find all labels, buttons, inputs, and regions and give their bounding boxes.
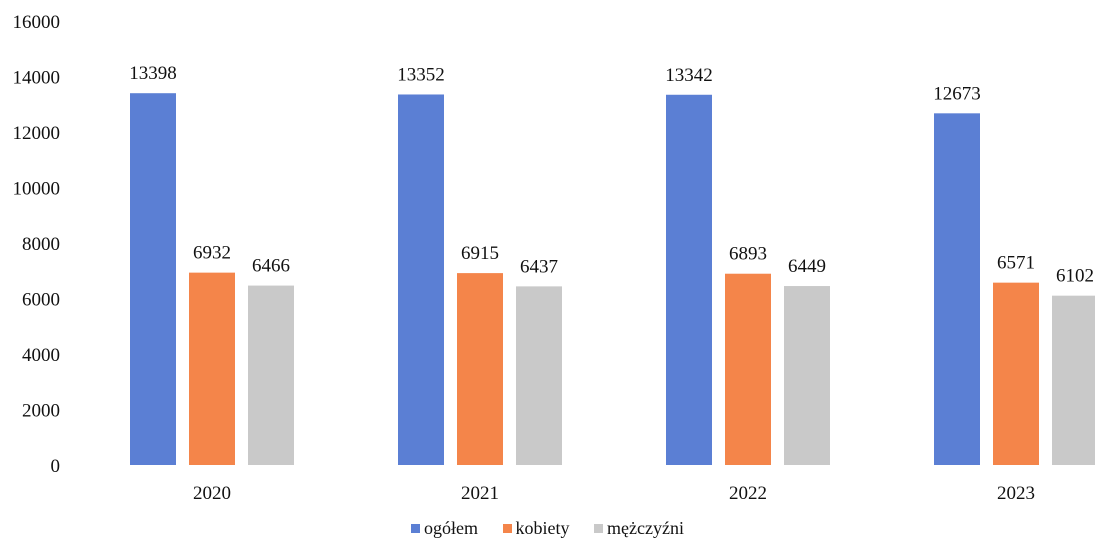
bar-2020-0 <box>130 93 176 465</box>
legend-item-ogolem: ogółem <box>411 518 478 539</box>
bar-2021-2 <box>516 286 562 465</box>
legend-item-kobiety: kobiety <box>502 518 570 539</box>
y-tick-label-8: 16000 <box>13 12 61 33</box>
bars <box>130 93 1095 466</box>
legend-label-mezczyzni: mężczyźni <box>607 518 684 538</box>
legend-label-kobiety: kobiety <box>515 518 570 538</box>
bar-2022-1 <box>725 273 771 465</box>
legend-swatch-mezczyzni <box>594 524 604 533</box>
bar-2023-0 <box>934 113 980 465</box>
y-axis: 0 2000 4000 6000 8000 10000 12000 14000 16000 <box>13 12 61 477</box>
data-label-2022-0: 13342 <box>665 65 713 86</box>
y-tick-label-6: 12000 <box>13 123 61 144</box>
bar-chart: 0 2000 4000 6000 8000 10000 12000 14000 16000 13… <box>13 12 1095 504</box>
x-tick-label-2020: 2020 <box>193 483 231 504</box>
y-tick-label-4: 8000 <box>22 234 60 255</box>
legend-item-mezczyzni: mężczyźni <box>594 518 684 539</box>
x-axis: 2020 2021 2022 2023 <box>193 483 1035 504</box>
y-tick-label-3: 6000 <box>22 290 60 311</box>
y-tick-label-2: 4000 <box>22 345 60 366</box>
bar-2021-1 <box>457 273 503 465</box>
bar-2021-0 <box>398 94 444 466</box>
data-label-2021-0: 13352 <box>397 64 445 85</box>
data-label-2020-2: 6466 <box>252 256 290 277</box>
data-label-2021-2: 6437 <box>520 256 558 277</box>
data-label-2020-0: 13398 <box>129 63 177 84</box>
x-tick-label-2022: 2022 <box>729 483 767 504</box>
data-label-2022-2: 6449 <box>788 256 826 277</box>
legend-label-ogolem: ogółem <box>424 518 479 538</box>
data-label-2022-1: 6893 <box>729 244 767 265</box>
bar-2022-2 <box>784 286 830 465</box>
y-tick-label-5: 10000 <box>13 179 61 200</box>
x-tick-label-2021: 2021 <box>461 483 499 504</box>
data-label-2021-1: 6915 <box>461 243 499 264</box>
bar-2022-0 <box>666 94 712 466</box>
y-tick-label-7: 14000 <box>13 68 61 89</box>
data-labels: 13398 6932 6466 13352 6915 6437 13342 6893 6449 1… <box>129 63 1094 286</box>
y-tick-label-1: 2000 <box>22 401 60 422</box>
legend-swatch-ogolem <box>411 524 421 533</box>
y-tick-label-0: 0 <box>51 456 61 477</box>
data-label-2023-2: 6102 <box>1056 266 1094 287</box>
bar-2023-1 <box>993 282 1039 465</box>
x-tick-label-2023: 2023 <box>997 483 1035 504</box>
data-label-2023-1: 6571 <box>997 253 1035 274</box>
legend: ogółem kobiety mężczyźni <box>0 518 1095 539</box>
bar-2020-2 <box>248 285 294 465</box>
bar-2020-1 <box>189 272 235 465</box>
data-label-2020-1: 6932 <box>193 243 231 264</box>
data-label-2023-0: 12673 <box>933 83 981 104</box>
bar-2023-2 <box>1052 295 1095 465</box>
legend-swatch-kobiety <box>502 524 512 533</box>
